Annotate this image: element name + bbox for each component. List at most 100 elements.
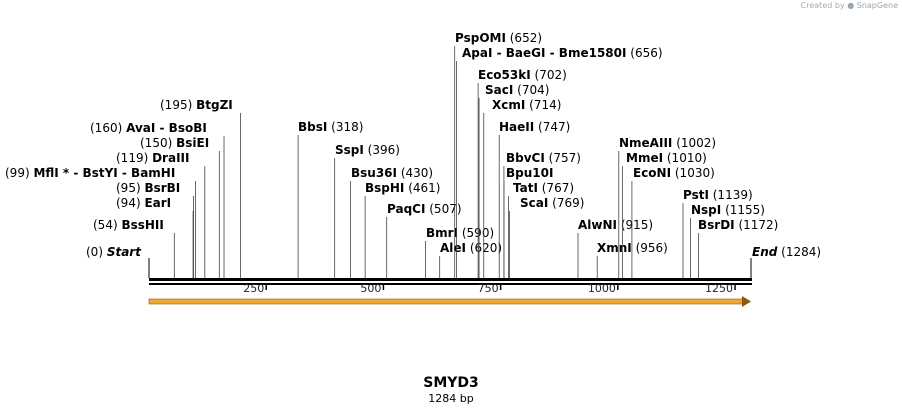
- site-enzyme-name: Eco53kI: [478, 68, 531, 82]
- site-nmeaiii: NmeAIII (1002): [618, 136, 716, 278]
- site-position: (590): [458, 226, 494, 240]
- axis-tick-label: 750: [478, 282, 499, 295]
- site-saci: SacI (704): [478, 83, 549, 278]
- site-label: Bsu36I (430): [351, 166, 433, 180]
- feature-arrow-body: [148, 298, 744, 305]
- credit-prefix: Created by: [800, 1, 845, 10]
- site-position: (54): [93, 218, 121, 232]
- site-enzyme-name: PstI: [683, 188, 709, 202]
- site-label: BbsI (318): [298, 120, 363, 134]
- site-position: (915): [617, 218, 653, 232]
- site-bsshii: (54) BssHII: [93, 218, 175, 278]
- site-position: (318): [327, 120, 363, 134]
- site-position: (702): [531, 68, 567, 82]
- site-eari: (94) EarI: [116, 196, 194, 278]
- site-position: (1172): [735, 218, 779, 232]
- site-position: (757): [545, 151, 581, 165]
- site-enzyme-name: BbsI: [298, 120, 327, 134]
- site-position: (150): [140, 136, 176, 150]
- site-paqci: PaqCI (507): [386, 202, 462, 278]
- site-eco53ki: Eco53kI (702): [477, 68, 567, 278]
- backbone-top-line: [149, 278, 752, 281]
- site-mmei: MmeI (1010): [622, 151, 707, 278]
- site-label: (160) AvaI - BsoBI: [90, 121, 207, 135]
- site-position: (195): [160, 98, 196, 112]
- site-enzyme-name: ScaI: [520, 196, 548, 210]
- site-label: EcoNI (1030): [633, 166, 715, 180]
- site-label: (95) BsrBI: [116, 181, 180, 195]
- site-position: (747): [534, 120, 570, 134]
- site-label: (99) MflI * - BstYI - BamHI: [5, 166, 175, 180]
- start-name: Start: [107, 245, 142, 259]
- site-pspomi: PspOMI (652): [454, 31, 542, 278]
- start-label: (0) Start: [86, 245, 142, 259]
- axis-tick-label: 500: [360, 282, 381, 295]
- site-bsiei: (150) BsiEI: [140, 136, 220, 278]
- site-enzyme-name: PaqCI: [387, 202, 425, 216]
- site-bpu10i: Bpu10I: [503, 166, 553, 278]
- site-label: HaeII (747): [499, 120, 570, 134]
- site-position: (1155): [721, 203, 765, 217]
- site-enzyme-name: EarI: [144, 196, 171, 210]
- site-enzyme-name: BsrDI: [698, 218, 735, 232]
- site-label: AlwNI (915): [578, 218, 653, 232]
- site-label: (54) BssHII: [93, 218, 164, 232]
- site-enzyme-name: TatI: [513, 181, 538, 195]
- site-label: BsrDI (1172): [698, 218, 778, 232]
- site-label: PspOMI (652): [455, 31, 542, 45]
- site-bsrdi: BsrDI (1172): [698, 218, 778, 278]
- axis-tick-label: 250: [243, 282, 264, 295]
- site-econi: EcoNI (1030): [631, 166, 715, 278]
- site-enzyme-name: XmnI: [597, 241, 632, 255]
- site-position: (956): [632, 241, 668, 255]
- site-label: BmrI (590): [426, 226, 494, 240]
- end-name: End: [752, 245, 778, 259]
- site-label: NmeAIII (1002): [619, 136, 716, 150]
- site-enzyme-name: EcoNI: [633, 166, 671, 180]
- site-xcmi: XcmI (714): [483, 98, 561, 278]
- site-enzyme-name: BssHII: [121, 218, 163, 232]
- site-bmri: BmrI (590): [425, 226, 494, 278]
- snapgene-logo-icon: ●: [847, 1, 855, 10]
- site-position: (430): [397, 166, 433, 180]
- site-enzyme-name: XcmI: [492, 98, 525, 112]
- site-position: (1139): [709, 188, 753, 202]
- site-psti: PstI (1139): [682, 188, 753, 278]
- site-alei: AleI (620): [439, 241, 502, 278]
- site-position: (704): [513, 83, 549, 97]
- site-nspi: NspI (1155): [690, 203, 765, 278]
- construct-name: SMYD3: [423, 375, 479, 391]
- credit-brand: SnapGene: [856, 1, 898, 10]
- site-position: (160): [90, 121, 126, 135]
- site-enzyme-name: BmrI: [426, 226, 458, 240]
- site-enzyme-name: NspI: [691, 203, 721, 217]
- site-tati: TatI (767): [508, 181, 574, 278]
- site-enzyme-name: AvaI - BsoBI: [126, 121, 207, 135]
- end-position: (1284): [777, 245, 821, 259]
- site-position: (714): [525, 98, 561, 112]
- site-position: (1002): [672, 136, 716, 150]
- site-position: (99): [5, 166, 33, 180]
- site-label: PaqCI (507): [387, 202, 462, 216]
- site-enzyme-name: NmeAIII: [619, 136, 672, 150]
- site-enzyme-name: MmeI: [626, 151, 663, 165]
- site-bbsi: BbsI (318): [297, 120, 363, 278]
- site-enzyme-name: Bsu36I: [351, 166, 397, 180]
- site-enzyme-name: BsrBI: [144, 181, 180, 195]
- site-enzyme-name: Bpu10I: [506, 166, 553, 180]
- feature-arrow-head: [742, 296, 751, 307]
- site-label: (150) BsiEI: [140, 136, 209, 150]
- site-label: SacI (704): [485, 83, 549, 97]
- site-label: XcmI (714): [492, 98, 561, 112]
- site-enzyme-name: SspI: [335, 143, 364, 157]
- site-enzyme-name: BspHI: [365, 181, 404, 195]
- site-enzyme-name: ApaI - BaeGI - Bme1580I: [462, 46, 626, 60]
- site-enzyme-name: HaeII: [499, 120, 534, 134]
- site-label: (119) DraIII: [116, 151, 189, 165]
- site-position: (769): [548, 196, 584, 210]
- site-enzyme-name: AleI: [440, 241, 466, 255]
- end-label: End (1284): [752, 245, 821, 259]
- site-label: TatI (767): [513, 181, 574, 195]
- site-label: XmnI (956): [597, 241, 668, 255]
